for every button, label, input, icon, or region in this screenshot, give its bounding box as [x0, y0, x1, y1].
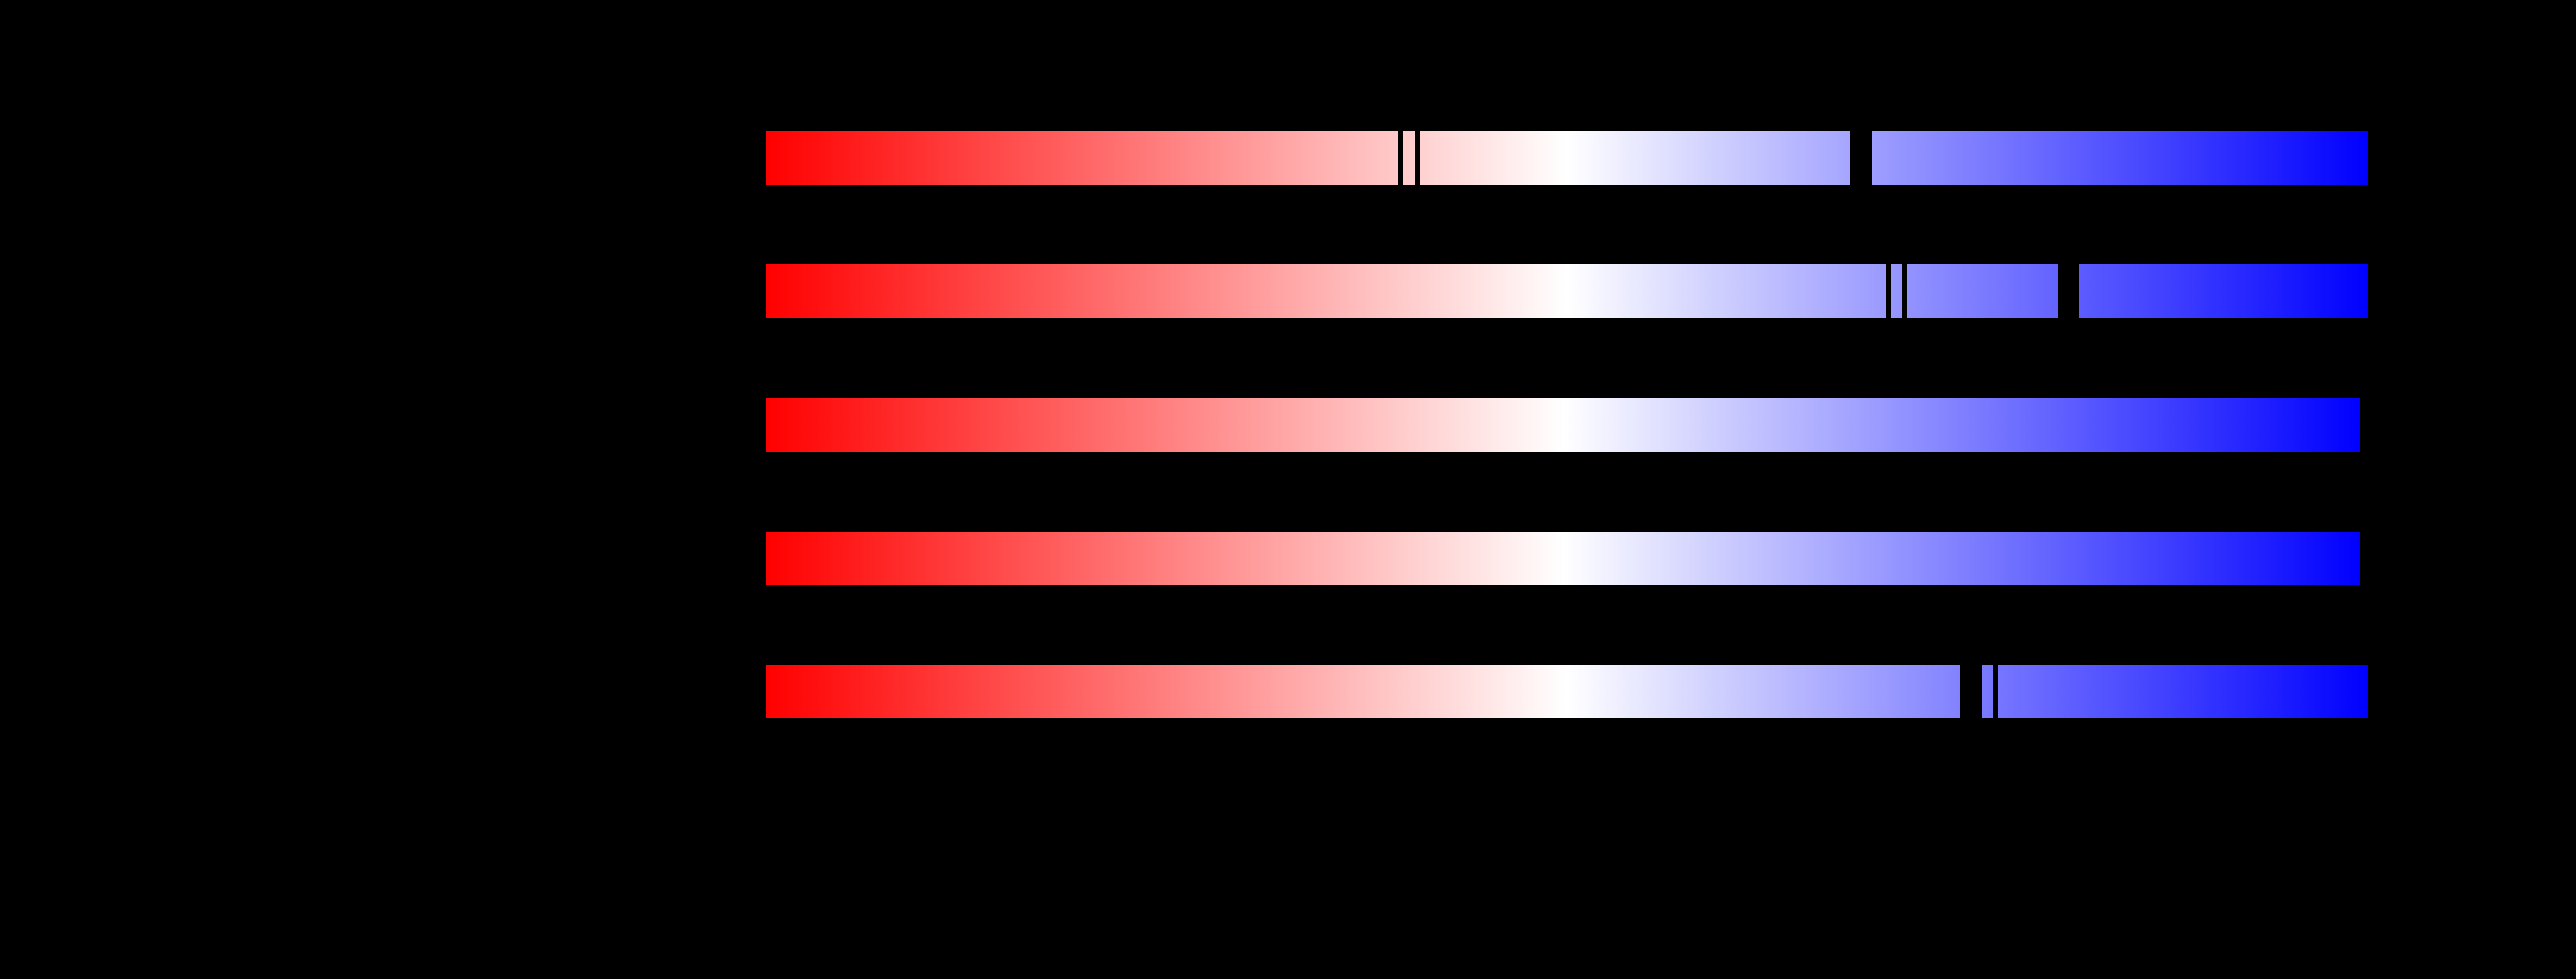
gradient-bar-row-1 — [766, 131, 2368, 185]
tick-mark — [1398, 131, 1403, 185]
tick-mark — [1850, 131, 1872, 185]
gradient-bar-row-3 — [766, 398, 2360, 452]
tick-mark — [1415, 131, 1420, 185]
tick-mark — [1902, 264, 1907, 318]
tick-mark — [1993, 665, 1998, 718]
gradient-bar-row-2 — [766, 264, 2368, 318]
gradient-bar-row-5 — [766, 665, 2368, 718]
tick-mark — [1960, 665, 1982, 718]
gradient-bar-row-4 — [766, 532, 2360, 585]
tick-mark — [1886, 264, 1891, 318]
tick-mark — [2058, 264, 2079, 318]
